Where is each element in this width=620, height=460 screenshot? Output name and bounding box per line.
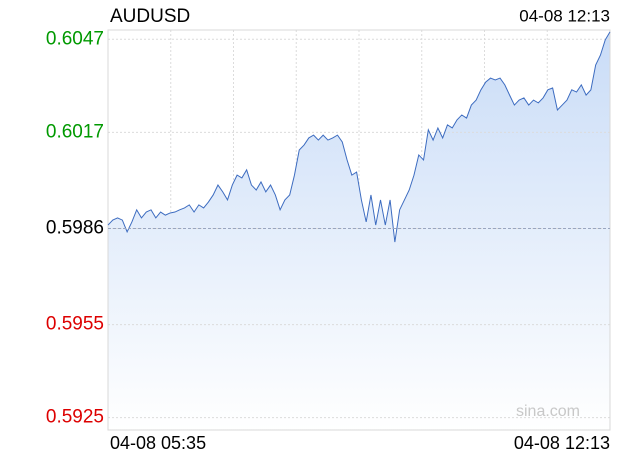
y-tick-label: 0.6047 xyxy=(46,28,104,49)
y-tick-label: 0.5925 xyxy=(46,407,104,428)
watermark: sina.com xyxy=(516,403,580,420)
timestamp: 04-08 12:13 xyxy=(519,6,610,25)
chart-title: AUDUSD xyxy=(110,6,190,27)
area xyxy=(108,31,610,431)
x-tick-label: 04-08 12:13 xyxy=(514,433,610,453)
price-line xyxy=(107,31,611,243)
y-tick-label: 0.6017 xyxy=(46,121,104,142)
y-tick-label: 0.5955 xyxy=(46,314,104,335)
y-tick-label: 0.5986 xyxy=(46,217,104,238)
plot-frame xyxy=(107,29,611,431)
x-tick-label: 04-08 05:35 xyxy=(110,433,206,453)
